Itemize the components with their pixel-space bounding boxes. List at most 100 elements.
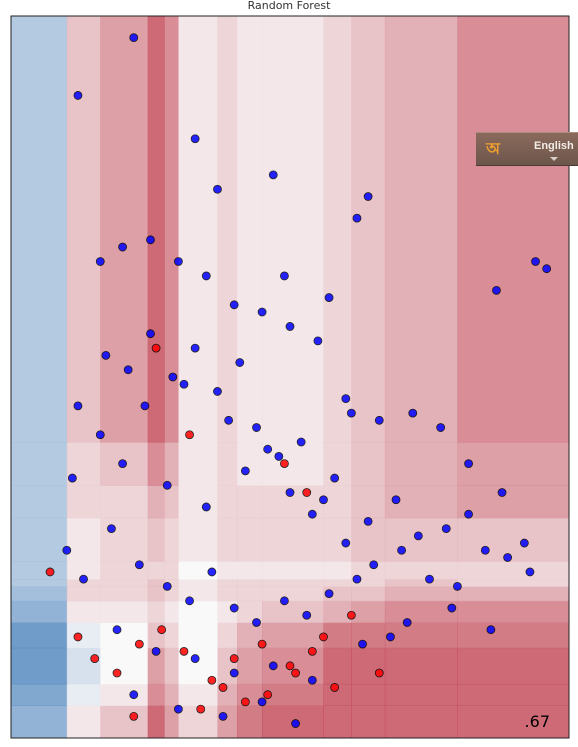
- scatter-point-class-0: [207, 567, 217, 577]
- surface-cell: [262, 600, 324, 623]
- surface-cell: [384, 622, 458, 649]
- scatter-point-class-1: [157, 625, 167, 635]
- surface-cell: [147, 517, 165, 562]
- scatter-point-class-0: [285, 322, 295, 331]
- scatter-point-class-1: [229, 654, 239, 663]
- scatter-point-class-0: [229, 300, 239, 310]
- scatter-point-class-1: [307, 646, 317, 656]
- scatter-point-class-0: [162, 581, 172, 591]
- surface-cell: [178, 622, 218, 649]
- scatter-point-class-0: [296, 437, 306, 447]
- surface-cell: [164, 561, 179, 580]
- surface-cell: [100, 16, 149, 443]
- surface-cell: [457, 647, 570, 685]
- surface-cell: [217, 485, 238, 519]
- surface-cell: [262, 586, 324, 602]
- surface-cell: [262, 579, 324, 587]
- surface-cell: [178, 683, 218, 707]
- scatter-point-class-1: [179, 646, 189, 656]
- surface-cell: [351, 600, 386, 623]
- surface-cell: [11, 579, 68, 587]
- scatter-point-class-0: [319, 495, 328, 505]
- scatter-point-class-0: [268, 170, 278, 180]
- scatter-point-class-0: [146, 329, 155, 339]
- surface-cell: [66, 647, 101, 685]
- scatter-point-class-1: [263, 690, 273, 700]
- scatter-point-class-0: [291, 719, 300, 728]
- surface-cell: [323, 16, 352, 443]
- surface-cell: [351, 622, 386, 649]
- surface-cell: [100, 705, 149, 739]
- surface-cell: [236, 16, 263, 443]
- scatter-point-class-1: [134, 639, 144, 649]
- scatter-point-class-0: [252, 618, 261, 627]
- scatter-point-class-0: [95, 430, 105, 440]
- surface-cell: [217, 16, 238, 443]
- surface-cell: [100, 683, 149, 707]
- surface-cell: [11, 586, 68, 602]
- scatter-point-class-0: [492, 285, 501, 295]
- surface-cell: [66, 561, 101, 580]
- scatter-point-class-0: [263, 444, 273, 454]
- surface-cell: [217, 586, 238, 602]
- scatter-point-class-1: [374, 668, 384, 678]
- surface-cell: [351, 705, 386, 739]
- scatter-point-class-0: [307, 509, 317, 519]
- scatter-point-class-0: [95, 257, 105, 266]
- scatter-point-class-0: [73, 401, 83, 411]
- scatter-point-class-0: [358, 639, 367, 649]
- scatter-point-class-0: [73, 91, 83, 100]
- scatter-point-class-0: [363, 192, 373, 201]
- scatter-point-class-0: [213, 387, 222, 396]
- surface-cell: [66, 586, 101, 602]
- surface-cell: [178, 485, 218, 519]
- language-selector[interactable]: অ English: [476, 132, 578, 166]
- surface-cell: [217, 647, 238, 685]
- scatter-point-class-0: [62, 545, 72, 555]
- chevron-down-icon: [550, 157, 558, 161]
- scatter-points: [45, 33, 552, 728]
- scatter-point-class-1: [151, 343, 161, 353]
- score-label: .67: [524, 712, 550, 731]
- surface-cell: [236, 705, 263, 739]
- surface-cell: [262, 622, 324, 649]
- scatter-point-class-0: [402, 618, 412, 627]
- surface-cell: [323, 647, 352, 685]
- surface-cell: [457, 683, 570, 707]
- surface-cell: [236, 561, 263, 580]
- scatter-point-class-0: [201, 271, 211, 281]
- surface-cell: [178, 579, 218, 587]
- surface-cell: [11, 600, 68, 623]
- scatter-point-class-0: [441, 524, 451, 534]
- surface-cell: [323, 622, 352, 649]
- surface-cell: [217, 517, 238, 562]
- surface-cell: [236, 441, 263, 486]
- scatter-point-class-0: [503, 553, 513, 562]
- surface-cell: [11, 485, 68, 519]
- surface-cell: [66, 16, 101, 443]
- surface-cell: [384, 683, 458, 707]
- surface-cell: [457, 16, 570, 443]
- scatter-point-class-0: [190, 134, 200, 144]
- surface-cell: [217, 561, 238, 580]
- scatter-point-class-0: [240, 466, 250, 476]
- surface-cell: [323, 683, 352, 707]
- scatter-point-class-0: [464, 509, 473, 519]
- surface-cell: [164, 517, 179, 562]
- surface-cell: [323, 561, 352, 580]
- surface-cell: [178, 441, 218, 486]
- surface-cell: [351, 16, 386, 443]
- surface-cell: [147, 647, 165, 685]
- surface-cell: [457, 586, 570, 602]
- scatter-point-class-1: [185, 430, 194, 440]
- scatter-point-class-1: [257, 639, 267, 649]
- surface-cell: [262, 561, 324, 580]
- chart-title: Random Forest: [247, 0, 331, 12]
- scatter-point-class-0: [67, 473, 77, 483]
- scatter-point-class-0: [447, 603, 457, 613]
- surface-cell: [66, 705, 101, 739]
- scatter-point-class-0: [531, 257, 540, 266]
- scatter-point-class-1: [330, 683, 340, 692]
- scatter-point-class-0: [252, 423, 261, 432]
